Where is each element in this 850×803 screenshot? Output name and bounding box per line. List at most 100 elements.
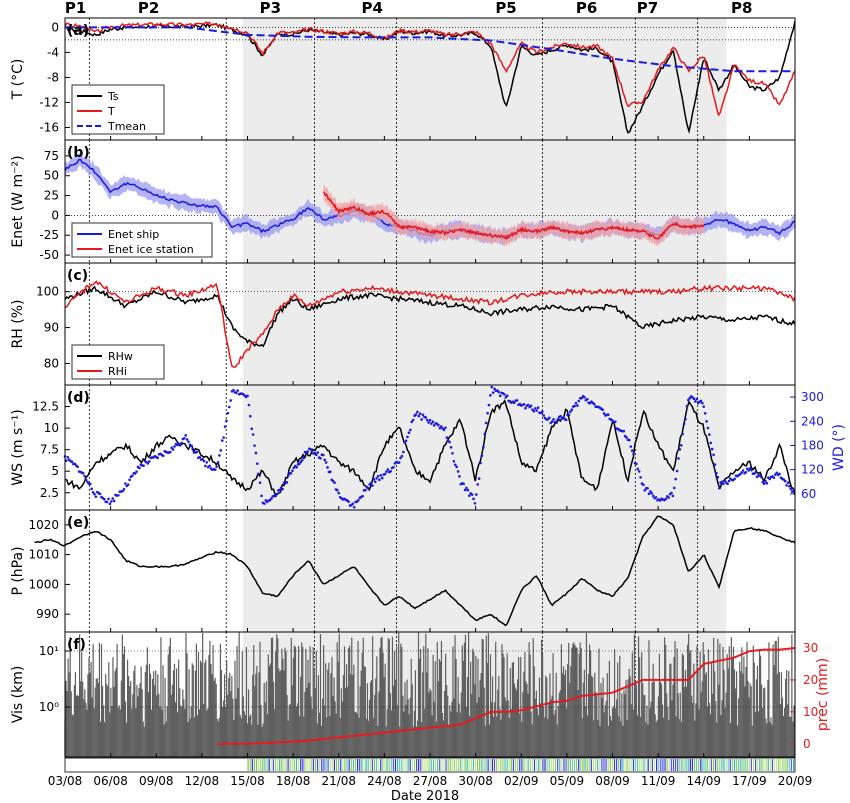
wd-marker [602, 412, 606, 415]
weather-strip-mark [792, 759, 795, 771]
wd-markers [63, 385, 795, 509]
wd-marker [762, 482, 766, 486]
wd-marker [526, 403, 530, 407]
weather-strip-mark [546, 759, 548, 771]
series-rhi [64, 280, 796, 368]
wd-marker [220, 439, 224, 442]
weather-strip-mark [363, 759, 365, 771]
wd-marker [672, 486, 676, 490]
wd-marker [678, 448, 682, 451]
wd-marker [635, 462, 638, 466]
wd-marker [281, 487, 284, 491]
weather-strip-mark [601, 759, 603, 771]
weather-strip-mark [489, 759, 491, 771]
wd-marker [222, 436, 225, 439]
wd-marker [682, 422, 686, 426]
y-tick-label: -25 [39, 228, 59, 242]
weather-strip-mark [662, 759, 664, 771]
wd-marker [466, 488, 470, 492]
weather-strip-mark [451, 759, 453, 771]
weather-strip-mark [274, 759, 277, 771]
y-tick-label: 75 [44, 149, 59, 163]
weather-strip-mark [397, 759, 399, 771]
wd-marker [111, 497, 115, 500]
wd-marker [452, 459, 456, 463]
weather-strip-mark [708, 759, 710, 771]
weather-strip-mark [649, 759, 651, 771]
wd-marker [646, 487, 649, 490]
wd-marker [775, 471, 779, 475]
weather-strip-mark [565, 759, 567, 771]
y2-axis-label: prec (mm) [815, 658, 831, 731]
wd-marker [670, 491, 673, 495]
wd-marker [411, 418, 415, 422]
legend-label: Tmean [107, 120, 146, 133]
y2-tick-label: 120 [801, 463, 824, 477]
wd-marker [754, 471, 757, 474]
x-tick-label: 08/09 [595, 774, 630, 788]
wd-marker [667, 496, 670, 499]
weather-strip-mark [620, 759, 622, 771]
weather-strip-mark [420, 759, 422, 771]
wd-marker [204, 464, 207, 468]
wd-marker [295, 465, 298, 469]
wd-marker [226, 411, 230, 415]
wd-marker [84, 478, 88, 482]
wd-marker [107, 497, 110, 501]
wd-marker [726, 482, 729, 486]
weather-strip-mark [656, 759, 658, 771]
wd-marker [191, 447, 195, 451]
series-p [34, 515, 796, 627]
wd-marker [637, 470, 641, 473]
weather-strip-mark [521, 759, 523, 771]
wd-marker [585, 397, 589, 401]
y-tick-label: 10 [44, 421, 59, 435]
wd-marker [497, 390, 501, 394]
weather-strip-mark [407, 759, 409, 771]
wd-marker [254, 451, 258, 455]
wd-marker [484, 421, 488, 425]
wd-marker [480, 454, 484, 457]
weather-strip-mark [763, 759, 765, 771]
wd-marker [225, 419, 228, 423]
weather-strip-mark [316, 759, 319, 771]
wd-marker [421, 413, 425, 417]
weather-strip-mark [653, 759, 656, 771]
weather-strip-mark [517, 759, 519, 771]
wd-marker [263, 502, 266, 505]
weather-strip [247, 759, 795, 771]
weather-strip-mark [424, 759, 426, 771]
wd-marker [397, 461, 401, 464]
weather-strip-mark [554, 759, 557, 771]
wd-marker [709, 441, 713, 445]
wd-marker [427, 421, 430, 424]
wd-marker [550, 420, 554, 423]
y-tick-label: 5 [51, 464, 59, 478]
wd-marker [404, 439, 408, 443]
weather-strip-mark [714, 759, 717, 771]
weather-strip-mark [458, 759, 460, 771]
wd-marker [778, 472, 781, 476]
wd-marker [727, 479, 731, 483]
weather-strip-mark [466, 759, 468, 771]
wd-marker [83, 474, 86, 478]
series-tmean [65, 26, 795, 73]
x-tick-label: 17/09 [732, 774, 767, 788]
wd-marker [611, 419, 614, 422]
weather-strip-mark [693, 759, 696, 771]
wd-marker [121, 489, 124, 493]
weather-strip-mark [618, 759, 620, 771]
weather-strip-mark [746, 759, 748, 771]
weather-strip-mark [434, 759, 437, 771]
wd-marker [580, 396, 583, 400]
wd-marker [628, 438, 631, 442]
weather-strip-mark [725, 759, 727, 771]
weather-strip-mark [778, 759, 780, 771]
wd-marker [445, 436, 449, 439]
weather-strip-mark [557, 759, 559, 771]
wd-marker [681, 432, 684, 436]
y-tick-label: 1010 [28, 548, 59, 562]
weather-strip-mark [357, 759, 359, 771]
legend-label: Enet ice station [108, 243, 194, 256]
y2-axis-label: WD (°) [831, 424, 847, 471]
